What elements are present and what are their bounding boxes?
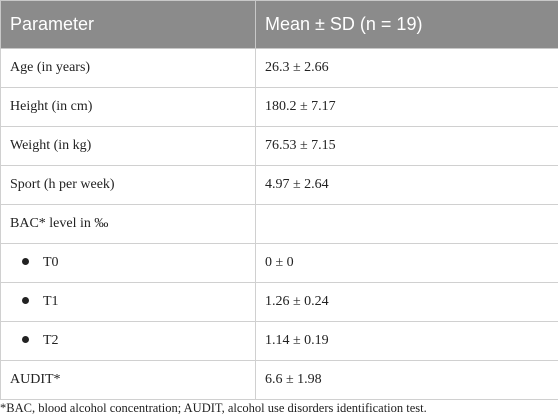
row: AUDIT* 6.6 ± 1.98	[0, 360, 558, 400]
row: BAC* level in ‰	[0, 204, 558, 244]
cell: 1.14 ± 0.19	[255, 321, 558, 361]
row: Age (in years) 26.3 ± 2.66	[0, 48, 558, 88]
cell: 1.26 ± 0.24	[255, 282, 558, 322]
row: T1 1.26 ± 0.24	[0, 282, 558, 322]
cell: 6.6 ± 1.98	[255, 360, 558, 400]
cell: 180.2 ± 7.17	[255, 87, 558, 127]
row: Sport (h per week) 4.97 ± 2.64	[0, 165, 558, 205]
cell: 26.3 ± 2.66	[255, 48, 558, 88]
cell: Weight (in kg)	[0, 126, 256, 166]
cell-text: T0	[43, 255, 59, 270]
bullet	[22, 336, 29, 344]
row: Weight (in kg) 76.53 ± 7.15	[0, 126, 558, 166]
bullet	[22, 297, 29, 305]
header-row: Parameter Mean ± SD (n = 19)	[0, 0, 558, 49]
cell-text: T2	[43, 333, 59, 348]
data-table: Parameter Mean ± SD (n = 19) Age (in yea…	[0, 0, 558, 400]
header-cell: Parameter	[0, 0, 256, 49]
cell: T1	[0, 282, 256, 322]
header-cell: Mean ± SD (n = 19)	[255, 0, 558, 49]
cell: Height (in cm)	[0, 87, 256, 127]
cell: Age (in years)	[0, 48, 256, 88]
cell: 76.53 ± 7.15	[255, 126, 558, 166]
row: Height (in cm) 180.2 ± 7.17	[0, 87, 558, 127]
cell-text: T1	[43, 294, 59, 309]
cell: AUDIT*	[0, 360, 256, 400]
row: T2 1.14 ± 0.19	[0, 321, 558, 361]
cell: T0	[0, 243, 256, 283]
cell: 0 ± 0	[255, 243, 558, 283]
cell	[255, 204, 558, 244]
cell: BAC* level in ‰	[0, 204, 256, 244]
footnote: *BAC, blood alcohol concentration; AUDIT…	[0, 401, 427, 415]
cell: T2	[0, 321, 256, 361]
cell: 4.97 ± 2.64	[255, 165, 558, 205]
bullet	[22, 258, 29, 266]
row: T0 0 ± 0	[0, 243, 558, 283]
cell: Sport (h per week)	[0, 165, 256, 205]
